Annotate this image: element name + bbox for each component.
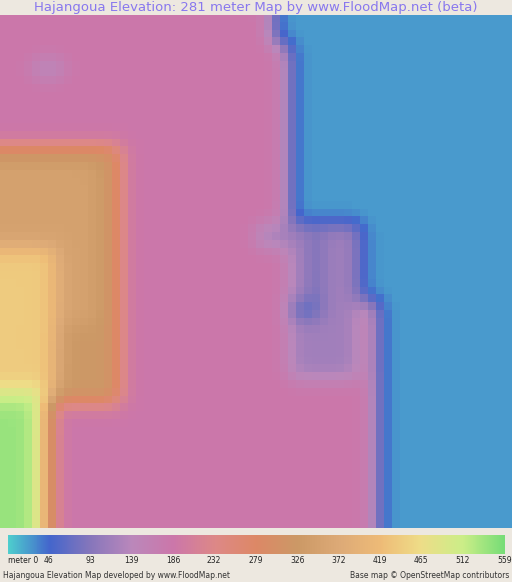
Text: 186: 186 (166, 556, 180, 565)
Text: 372: 372 (331, 556, 346, 565)
Text: Base map © OpenStreetMap contributors: Base map © OpenStreetMap contributors (350, 572, 509, 580)
Text: 46: 46 (44, 556, 53, 565)
Text: 232: 232 (207, 556, 221, 565)
Text: 512: 512 (455, 556, 470, 565)
Text: 326: 326 (290, 556, 305, 565)
Title: Hajangoua Elevation: 281 meter Map by www.FloodMap.net (beta): Hajangoua Elevation: 281 meter Map by ww… (34, 1, 478, 14)
Text: 465: 465 (414, 556, 428, 565)
Text: 279: 279 (248, 556, 263, 565)
Text: meter 0: meter 0 (8, 556, 38, 565)
Text: 559: 559 (497, 556, 511, 565)
Text: 419: 419 (373, 556, 387, 565)
Text: 139: 139 (124, 556, 138, 565)
Text: Hajangoua Elevation Map developed by www.FloodMap.net: Hajangoua Elevation Map developed by www… (3, 572, 229, 580)
Text: 93: 93 (86, 556, 95, 565)
